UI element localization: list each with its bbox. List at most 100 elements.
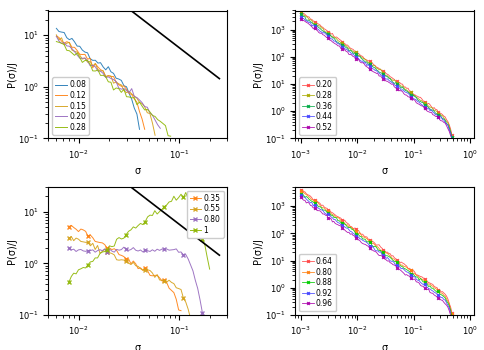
0.20 bbox=[56, 39, 62, 43]
0.12 bbox=[136, 110, 142, 114]
0.44 bbox=[444, 122, 450, 126]
0.20 bbox=[139, 100, 145, 105]
0.12 bbox=[59, 39, 64, 43]
0.20 bbox=[449, 133, 455, 137]
0.20 bbox=[59, 41, 64, 46]
0.35 bbox=[133, 262, 138, 266]
0.35 bbox=[121, 254, 127, 259]
0.08 bbox=[126, 91, 132, 96]
0.12 bbox=[69, 45, 75, 49]
0.35 bbox=[126, 257, 132, 261]
0.20 bbox=[157, 126, 163, 131]
0.15 bbox=[108, 74, 114, 78]
0.28 bbox=[103, 75, 108, 79]
0.44 bbox=[449, 138, 455, 142]
0.64 bbox=[356, 229, 362, 233]
0.28 bbox=[64, 48, 70, 52]
0.20 bbox=[74, 53, 80, 57]
0.15 bbox=[129, 92, 135, 96]
0.20 bbox=[134, 96, 140, 100]
0.15 bbox=[59, 36, 64, 40]
Y-axis label: P(σ)/J: P(σ)/J bbox=[254, 238, 263, 264]
0.08 bbox=[119, 78, 124, 83]
0.20 bbox=[106, 75, 111, 79]
0.15 bbox=[111, 81, 117, 85]
0.28 bbox=[147, 110, 153, 114]
0.12 bbox=[126, 91, 132, 96]
0.08 bbox=[136, 127, 142, 131]
0.15 bbox=[69, 48, 75, 52]
Line: 1: 1 bbox=[67, 191, 212, 284]
Line: 0.80: 0.80 bbox=[300, 189, 454, 315]
0.80 bbox=[386, 253, 392, 257]
0.28 bbox=[134, 103, 140, 107]
Line: 0.28: 0.28 bbox=[300, 10, 454, 138]
0.15 bbox=[123, 91, 129, 95]
0.80 bbox=[444, 297, 450, 301]
0.35 bbox=[66, 224, 72, 229]
0.28 bbox=[386, 75, 392, 79]
Y-axis label: P(σ)/J: P(σ)/J bbox=[6, 62, 16, 88]
Line: 0.92: 0.92 bbox=[300, 194, 452, 315]
0.28 bbox=[163, 124, 168, 128]
0.80 bbox=[162, 247, 167, 251]
0.35 bbox=[104, 246, 110, 250]
Y-axis label: P(σ)/J: P(σ)/J bbox=[254, 62, 263, 88]
Line: 0.20: 0.20 bbox=[300, 11, 454, 136]
0.35 bbox=[135, 266, 141, 271]
0.12 bbox=[53, 34, 59, 38]
0.64 bbox=[387, 252, 393, 256]
0.80 bbox=[354, 230, 360, 235]
0.64 bbox=[298, 188, 304, 192]
0.35 bbox=[80, 228, 86, 232]
0.08 bbox=[90, 58, 96, 62]
0.80 bbox=[298, 189, 304, 193]
0.55 bbox=[142, 268, 148, 272]
0.36 bbox=[333, 38, 338, 42]
0.20 bbox=[69, 47, 75, 51]
0.08 bbox=[98, 61, 104, 65]
0.80 bbox=[126, 248, 132, 252]
0.20 bbox=[444, 118, 450, 122]
0.35 bbox=[99, 241, 105, 245]
Legend: 0.20, 0.28, 0.36, 0.44, 0.52: 0.20, 0.28, 0.36, 0.44, 0.52 bbox=[299, 77, 336, 135]
0.15 bbox=[90, 64, 96, 68]
0.96 bbox=[444, 303, 450, 307]
0.20 bbox=[129, 86, 135, 91]
0.28 bbox=[113, 86, 119, 90]
0.28 bbox=[444, 119, 450, 124]
0.35 bbox=[164, 280, 169, 285]
0.28 bbox=[69, 51, 75, 55]
0.15 bbox=[53, 33, 59, 37]
0.35 bbox=[95, 240, 101, 244]
1 bbox=[111, 244, 117, 248]
0.80 bbox=[333, 215, 338, 219]
0.52 bbox=[371, 70, 377, 74]
0.28 bbox=[121, 87, 127, 91]
0.08 bbox=[92, 58, 98, 62]
0.15 bbox=[66, 40, 72, 44]
X-axis label: σ: σ bbox=[382, 166, 388, 176]
0.28 bbox=[123, 94, 129, 99]
0.15 bbox=[113, 80, 119, 84]
0.08 bbox=[129, 97, 135, 102]
0.35 bbox=[68, 223, 74, 228]
0.12 bbox=[108, 75, 114, 79]
0.28 bbox=[168, 134, 174, 138]
Legend: 0.08, 0.12, 0.15, 0.20, 0.28: 0.08, 0.12, 0.15, 0.20, 0.28 bbox=[52, 77, 89, 135]
0.35 bbox=[123, 257, 129, 261]
0.15 bbox=[126, 89, 132, 93]
0.88 bbox=[444, 299, 450, 303]
0.92 bbox=[438, 295, 444, 300]
0.64 bbox=[449, 311, 455, 315]
0.28 bbox=[129, 96, 135, 100]
0.08 bbox=[108, 70, 114, 74]
0.28 bbox=[119, 90, 124, 94]
0.20 bbox=[72, 50, 77, 54]
0.20 bbox=[123, 89, 129, 93]
0.08 bbox=[56, 29, 62, 34]
0.08 bbox=[61, 30, 67, 35]
0.28 bbox=[136, 100, 142, 104]
Line: 0.20: 0.20 bbox=[56, 36, 160, 128]
0.35 bbox=[159, 279, 165, 283]
